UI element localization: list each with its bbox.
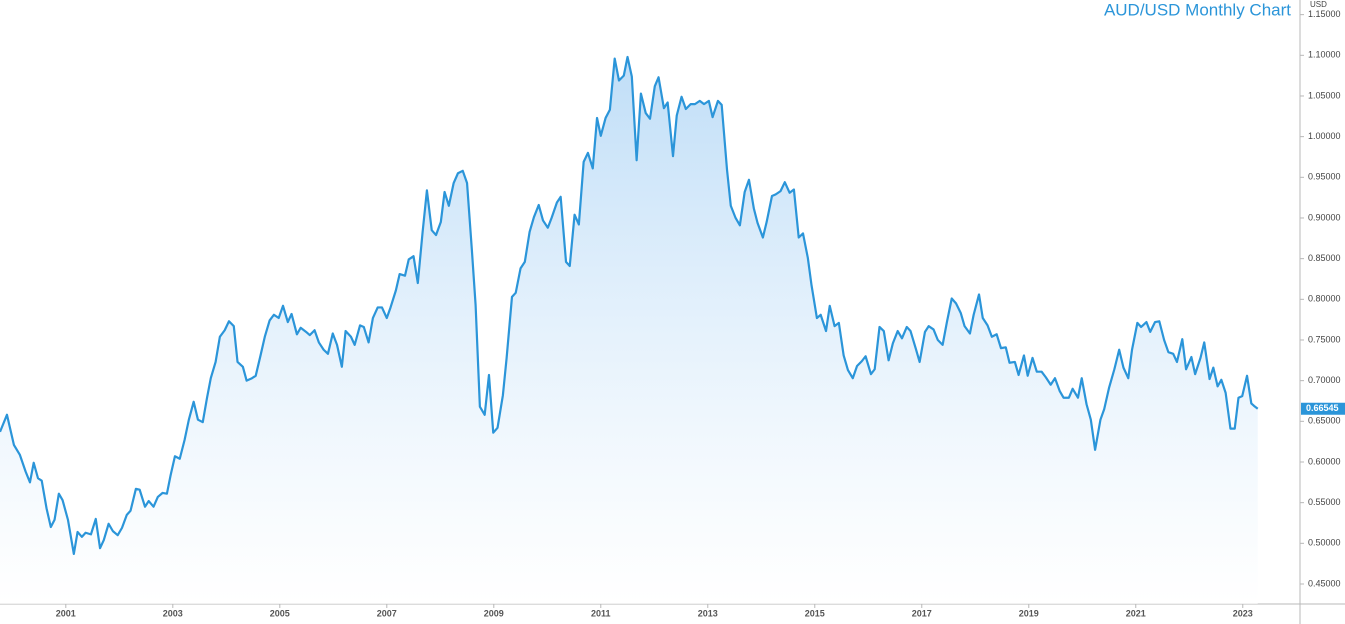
x-tick-label: 2021: [1126, 608, 1146, 618]
x-tick-label: 2005: [270, 608, 290, 618]
x-tick-label: 2017: [912, 608, 932, 618]
y-tick-label: 0.50000: [1308, 538, 1341, 548]
y-tick-label: 1.15000: [1308, 9, 1341, 19]
y-tick-label: 0.60000: [1308, 456, 1341, 466]
y-tick-label: 0.70000: [1308, 375, 1341, 385]
x-tick-label: 2009: [484, 608, 504, 618]
x-tick-label: 2007: [377, 608, 397, 618]
y-tick-label: 0.80000: [1308, 294, 1341, 304]
x-tick-label: 2011: [591, 608, 611, 618]
x-tick-label: 2023: [1233, 608, 1253, 618]
last-price-label: 0.66545: [1306, 403, 1339, 413]
area-fill: [0, 56, 1258, 604]
x-tick-label: 2019: [1019, 608, 1039, 618]
y-axis-label: USD: [1310, 0, 1327, 9]
y-tick-label: 1.00000: [1308, 131, 1341, 141]
x-tick-label: 2013: [698, 608, 718, 618]
y-tick-label: 0.75000: [1308, 334, 1341, 344]
x-tick-label: 2001: [56, 608, 76, 618]
price-line: [0, 55, 1259, 555]
y-tick-label: 0.65000: [1308, 416, 1341, 426]
y-tick-label: 0.95000: [1308, 172, 1341, 182]
x-tick-label: 2015: [805, 608, 825, 618]
y-tick-label: 1.10000: [1308, 50, 1341, 60]
x-tick-label: 2003: [163, 608, 183, 618]
y-tick-label: 0.45000: [1308, 578, 1341, 588]
y-tick-label: 0.55000: [1308, 497, 1341, 507]
y-tick-label: 0.85000: [1308, 253, 1341, 263]
last-price-box: [1301, 402, 1345, 415]
y-tick-label: 0.90000: [1308, 212, 1341, 222]
y-tick-label: 1.05000: [1308, 90, 1341, 100]
chart-title: AUD/USD Monthly Chart: [1104, 0, 1291, 19]
